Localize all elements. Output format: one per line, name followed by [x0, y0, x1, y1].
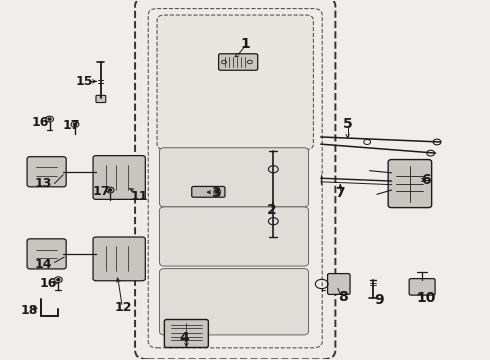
- Text: 10: 10: [416, 291, 436, 305]
- Text: 16: 16: [31, 116, 49, 129]
- Text: 11: 11: [130, 190, 147, 203]
- Text: 1: 1: [240, 37, 250, 51]
- FancyBboxPatch shape: [159, 148, 309, 207]
- Text: 15: 15: [76, 75, 94, 88]
- Text: 13: 13: [35, 177, 52, 190]
- FancyBboxPatch shape: [27, 239, 66, 269]
- FancyBboxPatch shape: [157, 15, 314, 149]
- FancyBboxPatch shape: [164, 319, 208, 347]
- Text: 17: 17: [92, 185, 110, 198]
- FancyBboxPatch shape: [27, 157, 66, 187]
- Circle shape: [109, 189, 112, 191]
- FancyBboxPatch shape: [93, 237, 146, 281]
- FancyBboxPatch shape: [93, 156, 146, 199]
- Text: 5: 5: [343, 117, 352, 131]
- FancyBboxPatch shape: [159, 207, 309, 266]
- Text: 7: 7: [336, 185, 345, 199]
- Text: 9: 9: [374, 293, 384, 307]
- FancyBboxPatch shape: [219, 54, 258, 70]
- FancyBboxPatch shape: [192, 186, 225, 197]
- Text: 8: 8: [338, 289, 347, 303]
- Text: 3: 3: [211, 185, 220, 199]
- FancyBboxPatch shape: [388, 159, 432, 208]
- FancyBboxPatch shape: [135, 0, 335, 359]
- FancyBboxPatch shape: [96, 95, 106, 103]
- FancyBboxPatch shape: [159, 269, 309, 335]
- Text: 12: 12: [114, 301, 132, 314]
- Circle shape: [48, 118, 51, 120]
- Circle shape: [216, 191, 219, 193]
- Text: 2: 2: [267, 203, 277, 217]
- FancyBboxPatch shape: [328, 274, 350, 294]
- Circle shape: [57, 279, 60, 281]
- Text: 18: 18: [21, 305, 38, 318]
- FancyBboxPatch shape: [409, 279, 435, 295]
- Text: 14: 14: [35, 258, 52, 271]
- Text: 17: 17: [63, 119, 80, 132]
- Text: 4: 4: [179, 331, 189, 345]
- Circle shape: [74, 123, 76, 126]
- Text: 6: 6: [421, 173, 431, 187]
- Text: 16: 16: [40, 278, 57, 291]
